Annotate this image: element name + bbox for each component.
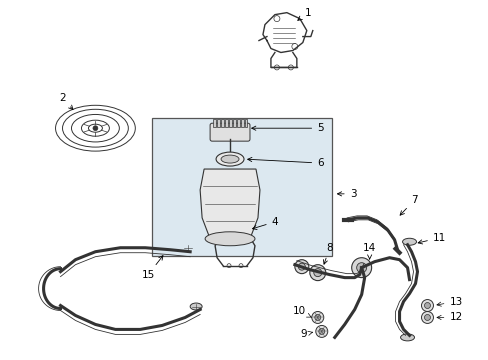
Ellipse shape xyxy=(204,232,254,246)
Circle shape xyxy=(294,260,308,274)
Text: 11: 11 xyxy=(417,233,445,244)
Bar xyxy=(212,119,215,127)
Bar xyxy=(228,119,231,127)
Text: 10: 10 xyxy=(293,306,311,318)
Text: 15: 15 xyxy=(142,256,163,280)
Circle shape xyxy=(313,269,321,276)
Text: 5: 5 xyxy=(251,123,323,133)
Polygon shape xyxy=(200,169,260,239)
Circle shape xyxy=(318,328,324,334)
Circle shape xyxy=(311,311,323,323)
Ellipse shape xyxy=(400,334,414,341)
Text: 3: 3 xyxy=(337,189,356,199)
Circle shape xyxy=(93,126,98,131)
Ellipse shape xyxy=(402,238,416,245)
Circle shape xyxy=(351,258,371,278)
Bar xyxy=(220,119,223,127)
Text: 8: 8 xyxy=(323,243,332,264)
Text: 7: 7 xyxy=(399,195,417,215)
Ellipse shape xyxy=(216,152,244,166)
Bar xyxy=(240,119,243,127)
FancyBboxPatch shape xyxy=(210,123,249,141)
Text: 6: 6 xyxy=(247,157,323,168)
Text: 9: 9 xyxy=(300,329,312,339)
Text: 2: 2 xyxy=(59,93,73,109)
Bar xyxy=(236,119,239,127)
Ellipse shape xyxy=(181,244,195,252)
Circle shape xyxy=(421,311,432,323)
Text: 14: 14 xyxy=(362,243,375,259)
Ellipse shape xyxy=(221,155,239,163)
Bar xyxy=(216,119,219,127)
Ellipse shape xyxy=(219,217,250,239)
Circle shape xyxy=(309,265,325,280)
Circle shape xyxy=(421,300,432,311)
Circle shape xyxy=(356,263,366,273)
Bar xyxy=(244,119,247,127)
Circle shape xyxy=(315,325,327,337)
Ellipse shape xyxy=(190,303,202,310)
Circle shape xyxy=(314,315,320,320)
Ellipse shape xyxy=(224,221,244,235)
Circle shape xyxy=(424,315,429,320)
Text: 1: 1 xyxy=(297,8,310,21)
Text: 13: 13 xyxy=(436,297,462,306)
Bar xyxy=(152,118,331,256)
Text: 4: 4 xyxy=(252,217,278,229)
Text: 12: 12 xyxy=(436,312,462,323)
Circle shape xyxy=(298,263,305,270)
Bar xyxy=(224,119,227,127)
Bar xyxy=(232,119,235,127)
Circle shape xyxy=(424,302,429,309)
